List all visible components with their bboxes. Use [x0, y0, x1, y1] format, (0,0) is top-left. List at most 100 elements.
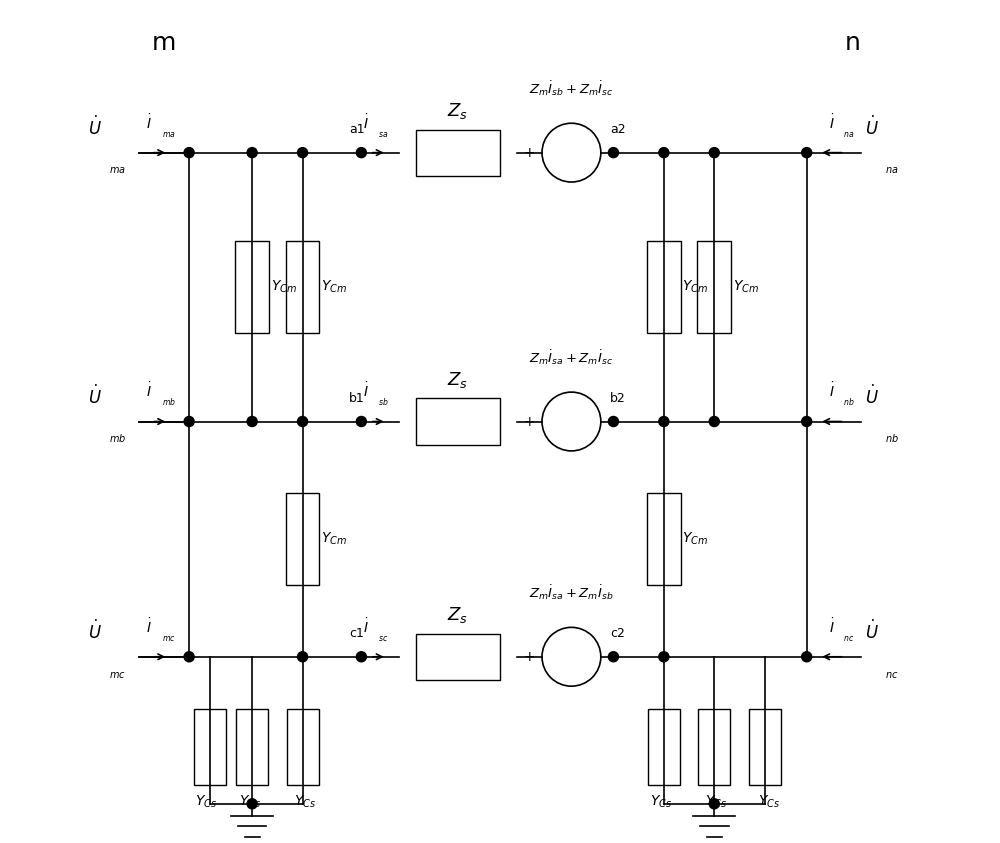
Text: −: −	[608, 650, 619, 663]
Text: $\dot{U}$: $\dot{U}$	[88, 115, 102, 139]
Text: c2: c2	[610, 627, 625, 640]
Bar	[286, 493, 319, 585]
Text: $Y_{Cs}$: $Y_{Cs}$	[239, 793, 262, 809]
Text: $Z_m\dot{I}_{sa}+Z_m\dot{I}_{sb}$: $Z_m\dot{I}_{sa}+Z_m\dot{I}_{sb}$	[529, 583, 614, 602]
Text: $Y_{Cm}$: $Y_{Cm}$	[271, 279, 297, 295]
Text: $_{sc}$: $_{sc}$	[378, 634, 388, 644]
Text: $_{mb}$: $_{mb}$	[109, 432, 127, 445]
Bar	[647, 493, 681, 585]
Text: $_{mb}$: $_{mb}$	[162, 396, 176, 409]
Bar	[287, 709, 319, 785]
Circle shape	[802, 148, 812, 158]
Circle shape	[247, 148, 257, 158]
Circle shape	[356, 148, 366, 158]
Text: $Y_{Cm}$: $Y_{Cm}$	[321, 531, 347, 547]
Text: a2: a2	[610, 123, 625, 136]
Text: +: +	[524, 146, 535, 159]
Circle shape	[608, 652, 618, 662]
Circle shape	[356, 652, 366, 662]
Text: −: −	[608, 415, 619, 428]
Text: b1: b1	[349, 392, 365, 405]
Text: $Z_s$: $Z_s$	[447, 369, 469, 389]
Circle shape	[184, 652, 194, 662]
Text: $\dot{I}$: $\dot{I}$	[363, 617, 368, 636]
Text: $\dot{I}$: $\dot{I}$	[829, 113, 835, 132]
Text: $Y_{Cs}$: $Y_{Cs}$	[195, 793, 217, 809]
Text: $\dot{I}$: $\dot{I}$	[146, 382, 152, 400]
Text: $_{mc}$: $_{mc}$	[162, 634, 176, 644]
Bar	[286, 241, 319, 333]
Text: m: m	[152, 31, 176, 56]
Text: $Y_{Cm}$: $Y_{Cm}$	[682, 279, 708, 295]
Text: $Y_{Cm}$: $Y_{Cm}$	[682, 531, 708, 547]
Bar	[235, 241, 269, 333]
Text: $\dot{U}$: $\dot{U}$	[865, 620, 879, 643]
Bar	[698, 709, 730, 785]
Text: n: n	[845, 31, 861, 56]
Text: $_{mc}$: $_{mc}$	[109, 667, 126, 680]
Circle shape	[659, 148, 669, 158]
Text: $Z_m\dot{I}_{sa}+Z_m\dot{I}_{sc}$: $Z_m\dot{I}_{sa}+Z_m\dot{I}_{sc}$	[529, 348, 614, 367]
Text: +: +	[524, 650, 535, 663]
Circle shape	[608, 416, 618, 427]
Text: $_{ma}$: $_{ma}$	[109, 163, 126, 176]
Text: $\dot{U}$: $\dot{U}$	[88, 620, 102, 643]
Text: +: +	[524, 415, 535, 428]
Text: $Y_{Cs}$: $Y_{Cs}$	[650, 793, 672, 809]
Text: $Y_{Cs}$: $Y_{Cs}$	[758, 793, 780, 809]
Text: $_{na}$: $_{na}$	[885, 163, 898, 176]
Circle shape	[298, 416, 308, 427]
Text: $\dot{I}$: $\dot{I}$	[363, 113, 368, 132]
Text: $\dot{U}$: $\dot{U}$	[865, 384, 879, 408]
Bar	[194, 709, 226, 785]
Text: $_{nc}$: $_{nc}$	[843, 634, 854, 644]
Circle shape	[608, 148, 618, 158]
Text: $Z_m\dot{I}_{sb}+Z_m\dot{I}_{sc}$: $Z_m\dot{I}_{sb}+Z_m\dot{I}_{sc}$	[529, 79, 614, 98]
Circle shape	[709, 799, 719, 808]
Circle shape	[802, 652, 812, 662]
Circle shape	[659, 652, 669, 662]
Text: $\dot{U}$: $\dot{U}$	[865, 115, 879, 139]
Text: $Y_{Cm}$: $Y_{Cm}$	[733, 279, 759, 295]
Text: $_{nb}$: $_{nb}$	[885, 432, 899, 445]
Circle shape	[709, 148, 719, 158]
Circle shape	[356, 416, 366, 427]
Text: $_{na}$: $_{na}$	[843, 130, 854, 140]
Text: $Z_s$: $Z_s$	[447, 100, 469, 121]
Text: $\dot{I}$: $\dot{I}$	[829, 617, 835, 636]
Text: c1: c1	[350, 627, 365, 640]
Circle shape	[184, 148, 194, 158]
Text: $_{nc}$: $_{nc}$	[885, 667, 898, 680]
Bar	[416, 399, 500, 444]
Bar	[416, 130, 500, 175]
Circle shape	[247, 416, 257, 427]
Text: $\dot{I}$: $\dot{I}$	[829, 382, 835, 400]
Text: −: −	[608, 146, 619, 159]
Text: $_{nb}$: $_{nb}$	[843, 396, 854, 409]
Text: $_{sb}$: $_{sb}$	[378, 396, 389, 409]
Text: $\dot{I}$: $\dot{I}$	[146, 113, 152, 132]
Text: b2: b2	[610, 392, 626, 405]
Text: $Z_s$: $Z_s$	[447, 604, 469, 625]
Circle shape	[247, 799, 257, 808]
Text: $\dot{U}$: $\dot{U}$	[88, 384, 102, 408]
Text: $Y_{Cm}$: $Y_{Cm}$	[321, 279, 347, 295]
Bar	[749, 709, 781, 785]
Text: $Y_{Cs}$: $Y_{Cs}$	[705, 793, 727, 809]
Bar	[236, 709, 268, 785]
Text: $\dot{I}$: $\dot{I}$	[363, 382, 368, 400]
Text: $_{sa}$: $_{sa}$	[378, 130, 389, 140]
Bar	[416, 634, 500, 679]
Circle shape	[298, 652, 308, 662]
Text: $\dot{I}$: $\dot{I}$	[146, 617, 152, 636]
Circle shape	[802, 416, 812, 427]
Bar	[647, 241, 681, 333]
Bar	[697, 241, 731, 333]
Text: $Y_{Cs}$: $Y_{Cs}$	[294, 793, 316, 809]
Circle shape	[659, 416, 669, 427]
Text: $_{ma}$: $_{ma}$	[162, 130, 176, 140]
Circle shape	[298, 148, 308, 158]
Circle shape	[184, 416, 194, 427]
Text: a1: a1	[349, 123, 365, 136]
Circle shape	[709, 416, 719, 427]
